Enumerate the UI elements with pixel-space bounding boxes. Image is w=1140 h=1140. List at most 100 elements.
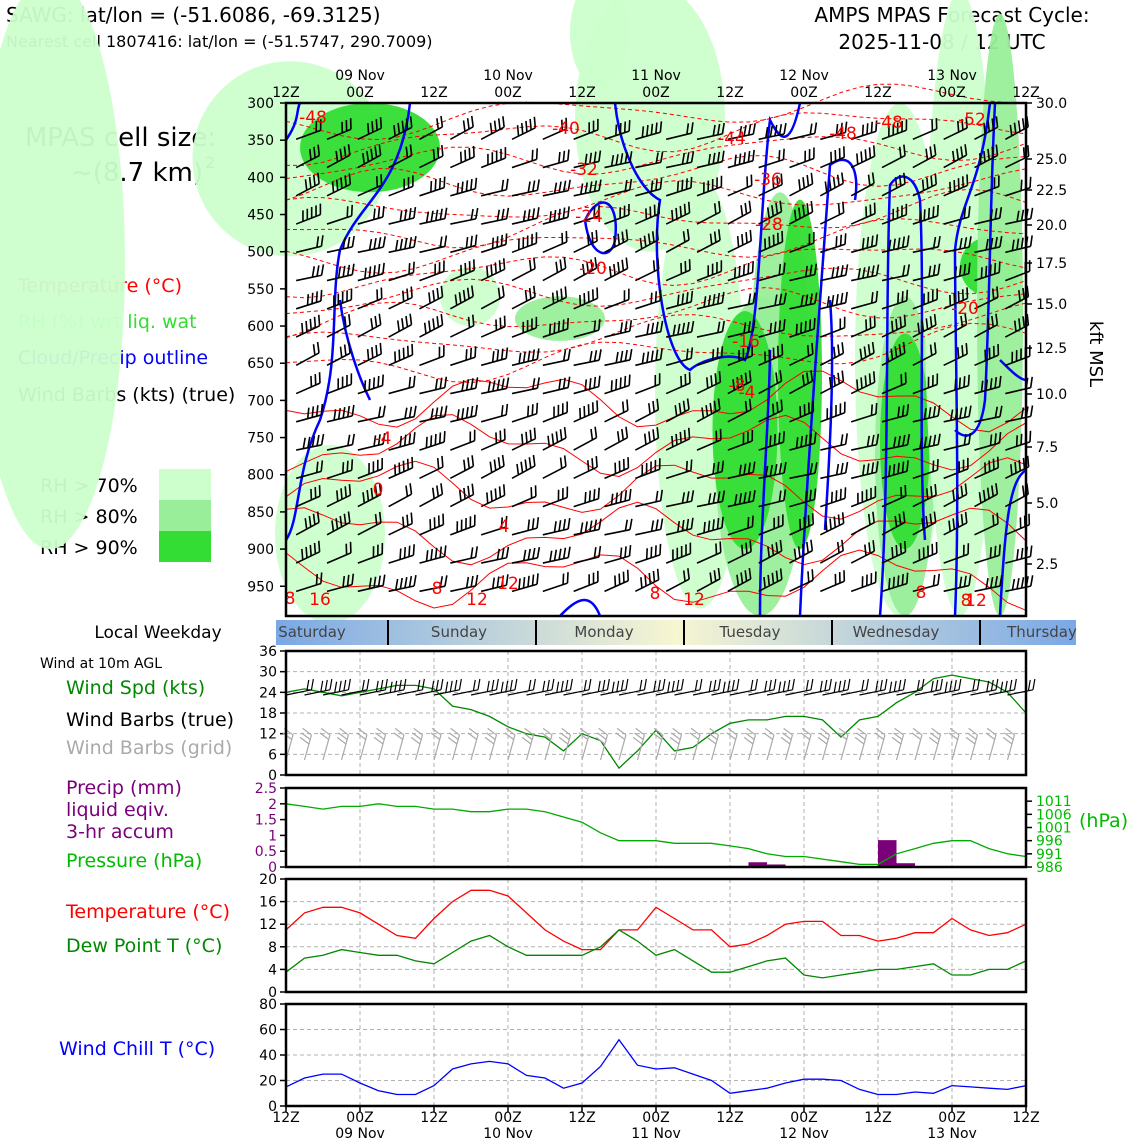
wind-barb-flag <box>436 485 440 497</box>
pressure-tick-label: 996 <box>1036 834 1063 850</box>
wind-barb-flag <box>413 206 417 219</box>
wind-barb <box>295 572 323 593</box>
wind-barb-flag <box>340 177 343 189</box>
wind-barb <box>850 202 876 225</box>
wind-barb-flag <box>712 152 716 164</box>
wind-barb-flag <box>408 208 412 220</box>
wind-barb-flag <box>320 403 324 416</box>
bottom-date-label: 10 Nov <box>483 1126 533 1140</box>
wind-barb-flag <box>951 150 955 162</box>
wind-barb-flag <box>961 119 964 131</box>
wind-barb-flag <box>928 435 932 447</box>
wind-barb-flag <box>934 484 937 496</box>
wind-barb-flag <box>316 236 320 248</box>
wind-barb-flag <box>368 378 371 390</box>
wind-barb-flag <box>615 351 619 363</box>
wind-barb-flag <box>1022 147 1026 159</box>
wind-barb <box>943 144 968 169</box>
wind-barb-flag <box>690 290 694 303</box>
wind-barb <box>359 678 388 696</box>
wind-barb-flag <box>629 151 633 163</box>
wind-barb <box>542 376 571 395</box>
wind-barb-flag <box>795 437 799 449</box>
wind-barb-flag <box>505 207 510 219</box>
wind-barb-flag <box>434 209 439 221</box>
wind-barb-flag <box>641 126 645 138</box>
wind-barb-flag <box>588 678 592 690</box>
panel-ytick-label: 18 <box>259 706 277 722</box>
wind-barb-flag <box>964 511 968 524</box>
wind-barb-flag <box>501 575 505 587</box>
wind-barb-flag <box>671 435 674 447</box>
wind-barb-flag <box>648 403 651 415</box>
wind-barb-flag <box>404 237 408 250</box>
wind-barb <box>758 292 787 310</box>
wind-barb-flag <box>716 292 721 305</box>
wind-barb-flag <box>524 290 528 302</box>
top-hour-label: 00Z <box>494 85 521 101</box>
wind-barb-shaft <box>581 734 590 761</box>
wind-barb-flag <box>838 680 842 692</box>
wind-barb-flag <box>377 406 382 418</box>
wind-barb <box>758 262 786 282</box>
wind-barb-flag <box>778 263 782 275</box>
wind-barb-flag <box>471 455 475 467</box>
wind-barb-flag <box>866 266 871 278</box>
wind-barb <box>480 515 508 536</box>
wind-barb-flag <box>1018 290 1021 302</box>
wind-barb-flag <box>994 236 998 249</box>
wind-barb-flag <box>652 570 656 582</box>
wind-barb <box>727 292 756 310</box>
wind-barb-flag <box>991 288 995 300</box>
wind-barb <box>542 348 571 367</box>
wind-barb-flag <box>925 318 929 330</box>
wind-barb-flag <box>343 513 347 525</box>
wind-barb <box>974 313 999 338</box>
wind-barb <box>521 727 535 761</box>
wind-barb-flag <box>923 209 926 221</box>
wind-barb-flag <box>320 727 331 736</box>
wind-barb-flag <box>567 179 571 191</box>
wind-barb-flag <box>501 454 505 466</box>
wind-barb-flag <box>549 550 553 562</box>
wind-barb-flag <box>989 209 994 221</box>
wind-barb-flag <box>928 736 939 745</box>
temperature-contour-label: 12 <box>965 591 987 611</box>
wind-barb-flag <box>783 462 787 474</box>
wind-barb-flag <box>617 261 621 273</box>
bottom-hour-label: 12Z <box>864 1110 891 1126</box>
wind-barb <box>789 432 817 451</box>
wind-barb-flag <box>563 426 567 439</box>
wind-barb <box>489 678 518 696</box>
wind-barb <box>357 458 383 480</box>
wind-barb-flag <box>778 462 783 475</box>
wind-barb-flag <box>864 149 867 161</box>
wind-barb-flag <box>676 679 680 691</box>
wind-barb-flag <box>308 515 312 527</box>
wind-barb <box>912 118 938 141</box>
wind-barb-flag <box>868 542 871 554</box>
wind-barb <box>295 372 321 395</box>
wind-barb-flag <box>309 318 312 330</box>
wind-barb-flag <box>622 571 625 583</box>
wind-barb <box>295 235 324 254</box>
wind-barb-flag <box>750 679 754 691</box>
wind-barb-flag <box>963 434 967 446</box>
wind-barb-flag <box>656 228 659 241</box>
wind-barb-flag <box>709 572 713 584</box>
wind-barb <box>974 235 1003 254</box>
wind-barb-flag <box>351 235 355 248</box>
wind-barb-flag <box>712 349 715 361</box>
wind-barb-flag <box>967 732 977 740</box>
wind-barb <box>480 315 506 338</box>
wind-barb-flag <box>505 574 509 586</box>
wind-barb-flag <box>712 519 715 531</box>
wind-barb-flag <box>305 546 308 558</box>
wind-barb-flag <box>343 344 347 356</box>
wind-barb-flag <box>644 575 647 587</box>
wind-barb-flag <box>838 727 849 736</box>
wind-barb <box>419 405 448 423</box>
wind-barb-flag <box>774 124 778 137</box>
wind-barb-flag <box>624 349 628 362</box>
wind-barb-flag <box>495 678 499 690</box>
